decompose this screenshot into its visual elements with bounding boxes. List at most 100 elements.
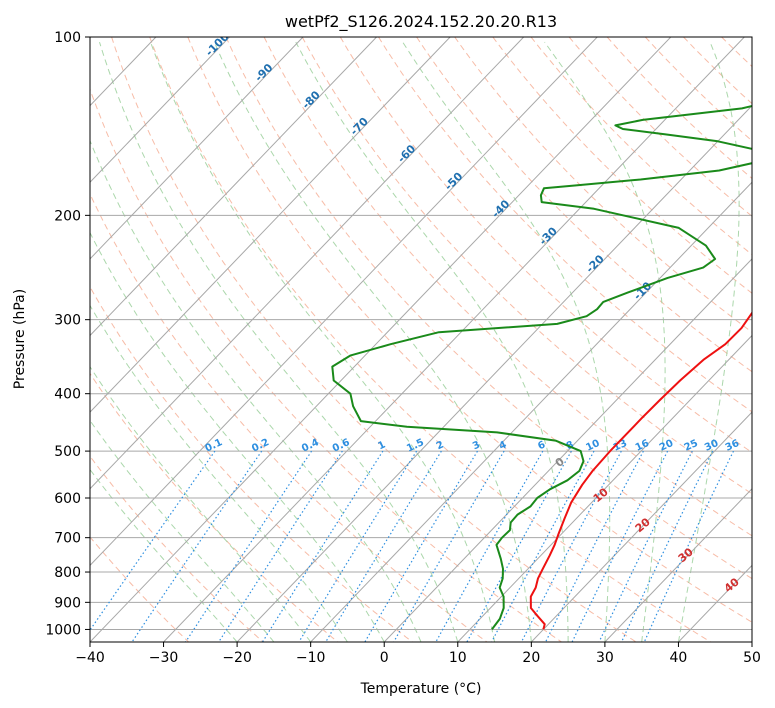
moist-adiabat-line bbox=[90, 468, 238, 642]
isotherm-line bbox=[90, 37, 525, 490]
dry-adiabat-line bbox=[760, 37, 775, 642]
dry-adiabat-line bbox=[90, 536, 189, 642]
mixing-ratio-line bbox=[520, 450, 622, 642]
mixing-ratio-line bbox=[218, 450, 343, 642]
moist-adiabat-line bbox=[90, 304, 348, 642]
moist-adiabat-line bbox=[295, 41, 569, 642]
moist-adiabat-line bbox=[90, 365, 312, 642]
mixing-ratio-line bbox=[491, 450, 595, 642]
isotherm-line bbox=[90, 37, 377, 337]
isotherm-label: -40 bbox=[489, 197, 512, 220]
x-tick-label: −30 bbox=[149, 650, 179, 666]
x-axis-label: Temperature (°C) bbox=[360, 681, 482, 697]
chart-axes: −40 −30 −20 −10 0 10 20 30 40 50 100 200 300 400 500 60… bbox=[45, 30, 761, 666]
dry-adiabat-line bbox=[225, 37, 752, 580]
isotherm-label: -100 bbox=[203, 30, 232, 59]
x-tick-label: −40 bbox=[75, 650, 105, 666]
isotherm-line bbox=[90, 37, 598, 567]
y-tick-label: 600 bbox=[54, 491, 81, 507]
mixing-ratio-label: 4 bbox=[498, 439, 509, 452]
chart-series bbox=[331, 104, 752, 631]
y-tick-label: 400 bbox=[54, 387, 81, 403]
mixing-ratio-label: 13 bbox=[612, 438, 629, 454]
isotherm-label: -60 bbox=[395, 142, 418, 165]
mixing-ratio-line bbox=[571, 450, 669, 642]
isotherm-line bbox=[90, 37, 230, 183]
moist-adiabat-line bbox=[90, 139, 422, 642]
moist-adiabat-line bbox=[213, 41, 532, 642]
mixing-ratio-line bbox=[185, 450, 313, 642]
chart-grid bbox=[90, 37, 775, 642]
x-tick-label: 30 bbox=[596, 650, 614, 666]
chart-line-labels: 0.1 0.2 0.4 0.6 1 1.5 2 3 4 6 8 10 13 16 20 25 30 36-100-… bbox=[203, 30, 742, 595]
x-tick-label: −20 bbox=[222, 650, 252, 666]
isotherm-line bbox=[90, 37, 672, 642]
x-tick-label: 40 bbox=[670, 650, 688, 666]
moist-adiabat-line bbox=[677, 41, 740, 642]
dry-adiabat-line bbox=[90, 192, 488, 642]
mixing-ratio-line bbox=[545, 450, 644, 642]
mixing-ratio-line bbox=[598, 450, 693, 642]
mixing-ratio-label: 30 bbox=[703, 438, 720, 454]
isotherm-label: -20 bbox=[583, 252, 606, 275]
moist-adiabat-line bbox=[402, 41, 611, 642]
x-tick-label: 10 bbox=[449, 650, 467, 666]
mixing-ratio-label: 10 bbox=[584, 438, 601, 454]
isotherm-line bbox=[530, 411, 752, 642]
isotherm-line bbox=[310, 181, 752, 642]
dry-adiabat-line bbox=[339, 37, 752, 454]
dry-adiabat-line bbox=[378, 37, 752, 413]
y-tick-label: 700 bbox=[54, 531, 81, 547]
moist-adiabat-line bbox=[150, 41, 496, 642]
x-tick-label: 50 bbox=[743, 650, 761, 666]
temperature-profile-line bbox=[529, 311, 752, 630]
mixing-ratio-label: 20 bbox=[658, 438, 675, 454]
mixing-ratio-label: 3 bbox=[471, 439, 482, 452]
mixing-ratio-line bbox=[261, 450, 384, 642]
mixing-ratio-line bbox=[621, 450, 714, 642]
y-tick-label: 500 bbox=[54, 444, 81, 460]
isotherm-label: -30 bbox=[537, 224, 560, 247]
dry-adiabat-line bbox=[301, 37, 752, 495]
dry-adiabat-line bbox=[111, 37, 637, 642]
isotherm-line bbox=[90, 37, 451, 413]
isotherm-line bbox=[678, 564, 752, 642]
adiabat-label: 10 bbox=[591, 485, 611, 505]
dry-adiabat-line bbox=[454, 37, 752, 333]
moist-adiabat-line bbox=[90, 419, 275, 642]
mixing-ratio-line bbox=[131, 450, 263, 642]
mixing-ratio-label: 25 bbox=[683, 438, 700, 454]
isotherm-line bbox=[236, 104, 752, 642]
mixing-ratio-line bbox=[435, 450, 544, 642]
mixing-ratio-label: 36 bbox=[724, 438, 741, 454]
dry-adiabat-line bbox=[90, 87, 562, 642]
mixing-ratio-line bbox=[298, 450, 418, 642]
y-tick-label: 200 bbox=[54, 208, 81, 224]
y-tick-label: 100 bbox=[54, 30, 81, 46]
dry-adiabat-line bbox=[416, 37, 752, 373]
mixing-ratio-line bbox=[643, 450, 735, 642]
isotherm-line bbox=[163, 37, 745, 642]
mixing-ratio-line bbox=[90, 450, 216, 632]
isotherm-line bbox=[604, 488, 752, 642]
mixing-ratio-label: 1 bbox=[376, 439, 387, 452]
mixing-ratio-line bbox=[325, 450, 442, 642]
dry-adiabat-line bbox=[568, 37, 752, 217]
chart-title: wetPf2_S126.2024.152.20.20.R13 bbox=[285, 12, 557, 32]
mixing-ratio-label: 16 bbox=[634, 438, 651, 454]
dry-adiabat-line bbox=[90, 455, 264, 642]
dry-adiabat-line bbox=[187, 37, 752, 623]
mixing-ratio-line bbox=[364, 450, 479, 642]
isotherm-label: -50 bbox=[442, 170, 465, 193]
isotherm-line bbox=[457, 334, 752, 642]
isotherm-line bbox=[90, 37, 304, 260]
dry-adiabat-line bbox=[90, 285, 413, 642]
mixing-ratio-label: 2 bbox=[435, 439, 446, 452]
moist-adiabat-line bbox=[544, 41, 666, 642]
plot-frame bbox=[89, 36, 753, 643]
x-tick-label: 20 bbox=[522, 650, 540, 666]
y-tick-label: 1000 bbox=[45, 622, 81, 638]
dewpoint-profile-line bbox=[331, 104, 752, 631]
moist-adiabat-line bbox=[99, 41, 459, 642]
